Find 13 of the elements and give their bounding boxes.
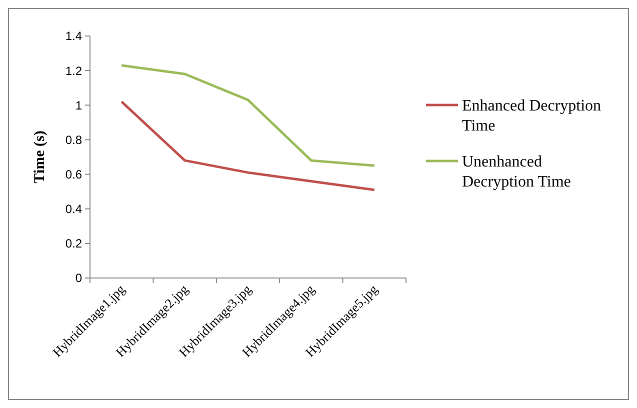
- legend-label: Enhanced Decryption Time: [462, 98, 602, 135]
- y-tick-label: 0: [75, 271, 82, 286]
- y-axis-title: Time (s): [32, 130, 48, 184]
- legend-label: Unenhanced Decryption Time: [462, 154, 571, 191]
- y-tick-label: 0.6: [65, 167, 82, 182]
- y-tick-label: 1.2: [65, 64, 82, 78]
- y-tick-label: 0.2: [65, 236, 82, 251]
- line-series: [120, 100, 376, 192]
- y-tick-label: 1: [75, 98, 82, 112]
- line-series: [120, 64, 376, 167]
- y-tick-label: 0.4: [65, 202, 82, 216]
- y-tick-label: 0.8: [65, 132, 82, 147]
- y-tick-label: 1.4: [65, 29, 82, 44]
